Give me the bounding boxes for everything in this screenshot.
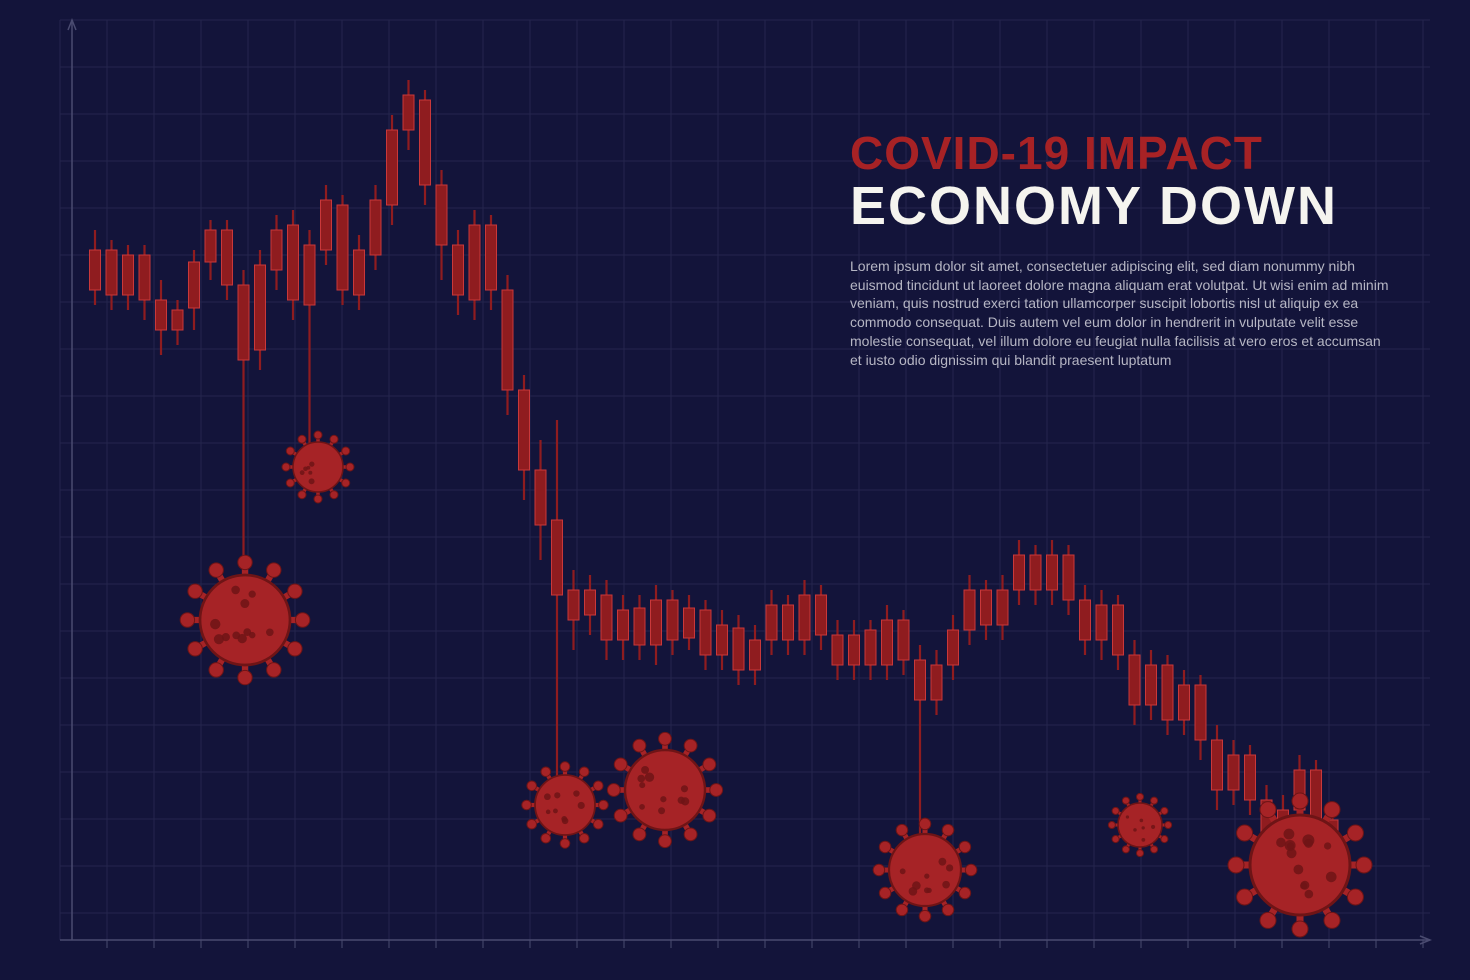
title-line-2: ECONOMY DOWN [850, 178, 1410, 235]
candle-body [436, 185, 447, 245]
candle-body [1311, 770, 1322, 820]
candle-body [387, 130, 398, 205]
candle-body [882, 620, 893, 665]
candle-body [667, 600, 678, 640]
candle-body [486, 225, 497, 290]
candle-body [205, 230, 216, 262]
candle-body [1146, 665, 1157, 705]
candle-body [997, 590, 1008, 625]
candle-body [1245, 755, 1256, 800]
candle-body [1162, 665, 1173, 720]
candle-body [502, 290, 513, 390]
candle-body [1113, 605, 1124, 655]
title-line-1: COVID-19 IMPACT [850, 130, 1410, 176]
candle-body [106, 250, 117, 295]
candle-body [403, 95, 414, 130]
candle-body [849, 635, 860, 665]
candle-body [420, 100, 431, 185]
candle-body [717, 625, 728, 655]
candle-body [1080, 600, 1091, 640]
candle-body [700, 610, 711, 655]
candle-body [453, 245, 464, 295]
candle-body [552, 520, 563, 595]
candle-body [898, 620, 909, 660]
candle-body [271, 230, 282, 270]
body-paragraph: Lorem ipsum dolor sit amet, consectetuer… [850, 257, 1390, 370]
candle-body [684, 608, 695, 638]
candle-body [585, 590, 596, 615]
candle-body [865, 630, 876, 665]
candle-body [535, 470, 546, 525]
candle-body [1195, 685, 1206, 740]
candle-body [370, 200, 381, 255]
candle-body [1228, 755, 1239, 790]
candle-body [337, 205, 348, 290]
candle-body [139, 255, 150, 300]
candle-body [90, 250, 101, 290]
candle-body [255, 265, 266, 350]
candle-body [766, 605, 777, 640]
candle-body [915, 660, 926, 700]
candle-body [172, 310, 183, 330]
candle-body [750, 640, 761, 670]
candle-body [222, 230, 233, 285]
candle-body [189, 262, 200, 308]
stage: COVID-19 IMPACT ECONOMY DOWN Lorem ipsum… [0, 0, 1470, 980]
candle-body [783, 605, 794, 640]
candle-body [1030, 555, 1041, 590]
candle-body [123, 255, 134, 295]
candle-body [948, 630, 959, 665]
candle-body [238, 285, 249, 360]
candle-body [634, 608, 645, 645]
candle-body [601, 595, 612, 640]
candle-body [1047, 555, 1058, 590]
candle-body [733, 628, 744, 670]
candle-body [354, 250, 365, 295]
candle-body [469, 225, 480, 300]
candle-body [156, 300, 167, 330]
candle-body [321, 200, 332, 250]
candle-body [651, 600, 662, 645]
candle-body [568, 590, 579, 620]
candle-body [618, 610, 629, 640]
text-block: COVID-19 IMPACT ECONOMY DOWN Lorem ipsum… [850, 130, 1410, 370]
candle-body [816, 595, 827, 635]
candle-body [799, 595, 810, 640]
candle-body [1063, 555, 1074, 600]
candle-body [1179, 685, 1190, 720]
candle-body [1212, 740, 1223, 790]
candle-body [1096, 605, 1107, 640]
candle-body [304, 245, 315, 305]
candle-body [981, 590, 992, 625]
candle-body [931, 665, 942, 700]
candle-body [1014, 555, 1025, 590]
candle-body [519, 390, 530, 470]
candle-body [832, 635, 843, 665]
candle-body [964, 590, 975, 630]
candle-body [1129, 655, 1140, 705]
candle-body [288, 225, 299, 300]
